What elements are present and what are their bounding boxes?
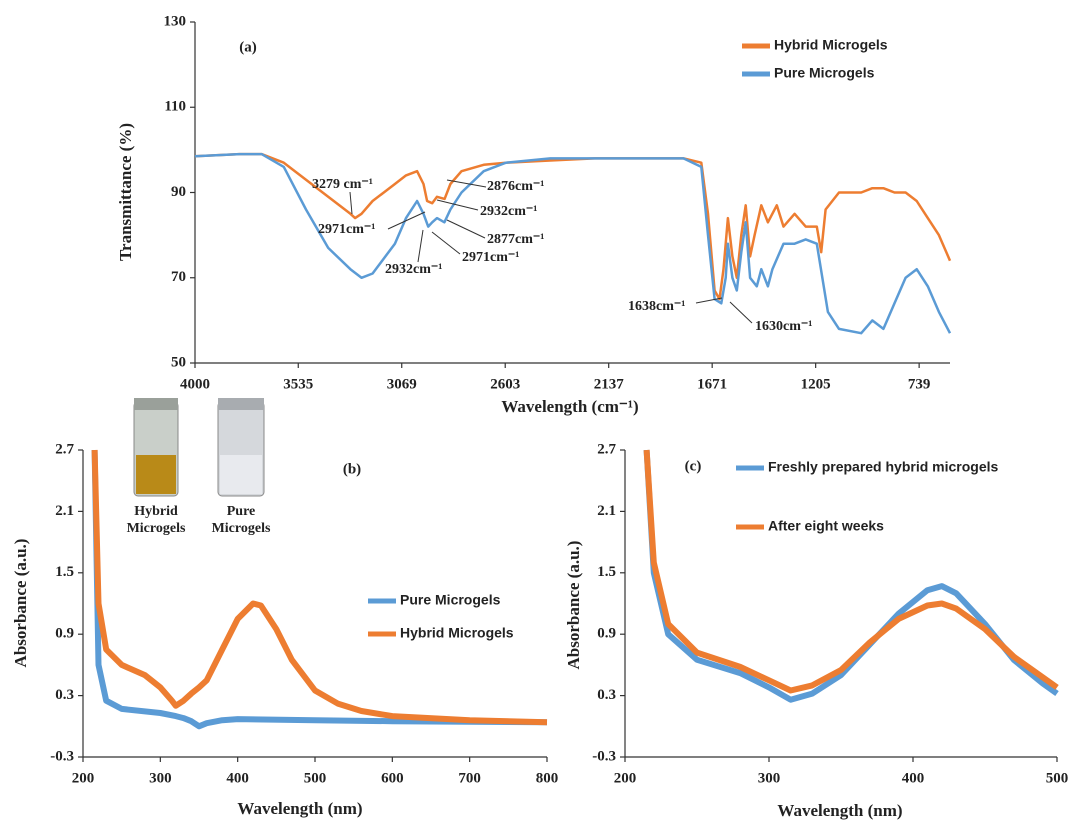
y-tick-label: 2.7	[597, 441, 616, 457]
data-line	[91, 449, 548, 730]
x-tick-label: 2137	[594, 376, 625, 392]
annotation: 2971cm⁻¹	[318, 222, 375, 237]
y-tick-label: 110	[164, 99, 186, 115]
leader-line	[349, 191, 353, 215]
y-tick-label: -0.3	[50, 748, 74, 764]
y-tick-label: 0.3	[55, 687, 74, 703]
x-tick-label: 800	[536, 770, 559, 786]
x-tick-label: 200	[72, 770, 95, 786]
legend-label: Hybrid Microgels	[400, 625, 514, 641]
annotation: 1638cm⁻¹	[628, 299, 685, 314]
leader-line	[695, 297, 723, 304]
panel-label: (c)	[685, 458, 702, 474]
panel: -0.3 0.3 0.9 1.5 2.1 2.7 200 300 400 500 600 700 800…	[11, 441, 558, 817]
x-tick-label: 300	[149, 770, 172, 786]
legend-label: Hybrid Microgels	[774, 37, 888, 53]
y-axis-title: Absorbance (a.u.)	[11, 539, 30, 668]
y-tick-label: 1.5	[55, 564, 74, 580]
data-line	[643, 449, 1059, 694]
leader-line	[729, 301, 753, 324]
legend-label: Pure Microgels	[774, 65, 875, 81]
y-tick-label: 0.9	[597, 626, 616, 642]
annotation: 3279 cm⁻¹	[312, 177, 373, 192]
x-tick-label: 4000	[180, 376, 210, 392]
leader-line	[446, 219, 486, 239]
vial-label: Microgels	[127, 521, 186, 536]
y-tick-label: 130	[164, 13, 187, 29]
x-axis-title: Wavelength (nm)	[777, 801, 902, 820]
y-tick-label: 2.1	[597, 503, 616, 519]
legend-label: Pure Microgels	[400, 592, 501, 608]
annotation: 2932cm⁻¹	[480, 204, 537, 219]
annotation: 2932cm⁻¹	[385, 262, 442, 277]
x-tick-label: 2603	[490, 376, 520, 392]
data-line	[91, 449, 548, 726]
y-tick-label: -0.3	[592, 748, 616, 764]
x-tick-label: 500	[1046, 770, 1069, 786]
y-tick-label: 70	[171, 269, 186, 285]
leader-line	[446, 179, 487, 188]
leader-line	[417, 229, 424, 263]
panel-label: (b)	[343, 461, 361, 477]
x-tick-label: 3069	[387, 376, 417, 392]
x-tick-label: 1671	[697, 376, 727, 392]
y-tick-label: 0.3	[597, 687, 616, 703]
y-axis-title: Absorbance (a.u.)	[564, 541, 583, 670]
y-tick-label: 90	[171, 184, 186, 200]
x-axis-title: Wavelength (nm)	[237, 799, 362, 818]
leader-line	[436, 199, 479, 211]
x-tick-label: 739	[908, 376, 931, 392]
panel-label: (a)	[239, 39, 257, 55]
x-tick-label: 500	[304, 770, 327, 786]
annotation: 2971cm⁻¹	[462, 250, 519, 265]
annotation: 2877cm⁻¹	[487, 232, 544, 247]
x-tick-label: 600	[381, 770, 404, 786]
y-tick-label: 1.5	[597, 564, 616, 580]
y-axis-title: Transmittance (%)	[116, 123, 135, 261]
y-tick-label: 50	[171, 354, 186, 370]
legend-label: After eight weeks	[768, 518, 884, 534]
vial-hybrid	[133, 398, 179, 497]
annotation: 2876cm⁻¹	[487, 179, 544, 194]
panel: 50 70 90 110 130 4000 3535 3069 2603 2137 1671 1205…	[116, 13, 952, 416]
x-tick-label: 400	[902, 770, 925, 786]
x-tick-label: 1205	[801, 376, 831, 392]
leader-line	[431, 231, 461, 255]
x-tick-label: 3535	[283, 376, 313, 392]
data-line	[194, 152, 952, 301]
vial-label: Hybrid	[134, 504, 178, 519]
x-tick-label: 200	[614, 770, 637, 786]
y-tick-label: 2.1	[55, 503, 74, 519]
vial-label: Pure	[227, 504, 256, 519]
vial-pure	[217, 398, 265, 497]
leader-line	[387, 211, 426, 230]
x-tick-label: 700	[458, 770, 481, 786]
annotation: 1630cm⁻¹	[755, 319, 812, 334]
vial-label: Microgels	[212, 521, 271, 536]
y-tick-label: 2.7	[55, 441, 74, 457]
panel: -0.3 0.3 0.9 1.5 2.1 2.7 200 300 400 500 Wavelengt…	[564, 441, 1068, 819]
x-tick-label: 400	[226, 770, 249, 786]
x-axis-title: Wavelength (cm⁻¹)	[501, 397, 638, 416]
y-tick-label: 0.9	[55, 626, 74, 642]
x-tick-label: 300	[758, 770, 781, 786]
legend-label: Freshly prepared hybrid microgels	[768, 459, 999, 475]
